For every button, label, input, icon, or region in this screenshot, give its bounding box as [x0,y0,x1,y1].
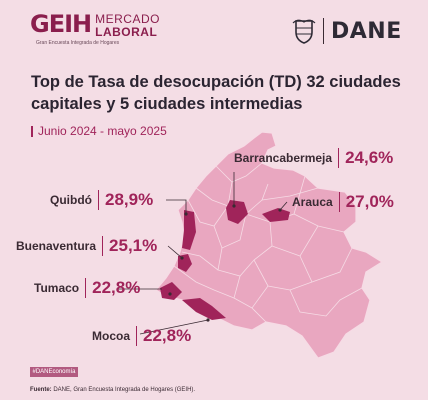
connector-dots [168,204,282,322]
label-separator [98,190,99,210]
region-tumaco [160,282,182,300]
city-rate: 24,6% [345,148,394,167]
source-text: DANE, Gran Encuesta Integrada de Hogares… [53,387,196,393]
source-note: Fuente: DANE, Gran Encuesta Integrada de… [30,387,195,393]
geih-subtitle: Gran Encuesta Integrada de Hogares [36,40,120,46]
label-separator [338,192,340,212]
geih-logo: GEIH MERCADO LABORAL [30,12,160,39]
region-barrancabermeja [226,200,248,224]
label-separator [136,326,138,346]
region-arauca [262,208,290,222]
city-name: Arauca [292,195,333,209]
region-quibdo [182,210,196,250]
geih-wordmark: MERCADO LABORAL [95,13,160,39]
period-text: Junio 2024 - mayo 2025 [38,124,167,138]
page-title: Top de Tasa de desocupación (TD) 32 ciud… [31,73,401,113]
dane-logo: DANE [292,18,402,44]
label-separator [102,236,104,256]
city-rate: 22,8% [143,326,192,345]
label-buenaventura: Buenaventura 25,1% [16,236,157,256]
period-marker [31,125,33,137]
country-outline [155,131,384,359]
geih-mark: GEIH [30,10,92,38]
city-name: Mocoa [92,329,131,343]
dane-wordmark: DANE [331,18,402,44]
label-separator [85,278,87,298]
hashtag-badge[interactable]: #DANEconomía [30,367,78,377]
city-rate: 28,9% [105,190,154,209]
label-quibdo: Quibdó 28,9% [50,190,153,210]
city-rate: 27,0% [345,192,394,211]
city-name: Buenaventura [16,239,97,253]
label-tumaco: Tumaco 22,8% [34,278,140,298]
coat-of-arms-icon [292,19,316,44]
label-mocoa: Mocoa 22,8% [92,326,191,346]
city-name: Quibdó [50,193,92,207]
city-rate: 25,1% [109,236,158,255]
connector-lines [118,172,288,335]
label-arauca: Arauca 27,0% [292,192,394,212]
city-name: Tumaco [34,281,80,295]
geih-line1: MERCADO [95,12,160,26]
department-borders [173,162,363,323]
logo-divider [323,18,324,44]
period: Junio 2024 - mayo 2025 [31,124,167,138]
source-label: Fuente: [30,387,52,393]
geih-line2: LABORAL [95,25,158,39]
city-name: Barrancabermeja [234,151,333,165]
city-rate: 22,8% [92,278,141,297]
label-barrancabermeja: Barrancabermeja 24,6% [234,148,393,168]
label-separator [338,148,340,168]
region-mocoa [182,298,226,320]
